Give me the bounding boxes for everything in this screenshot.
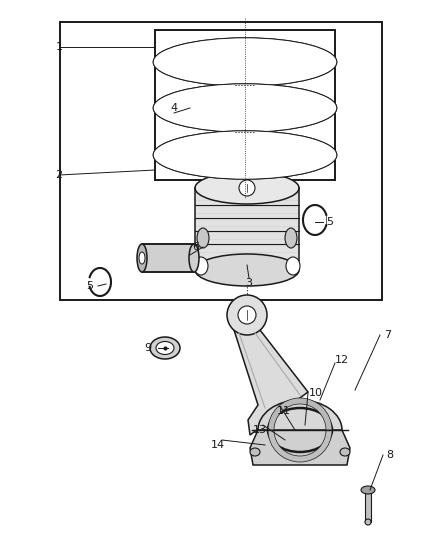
Text: 4: 4 [170, 103, 177, 113]
Ellipse shape [150, 337, 180, 359]
Text: 14: 14 [211, 440, 225, 450]
Text: 8: 8 [386, 450, 394, 460]
Bar [365, 490, 371, 522]
Text: 5: 5 [326, 217, 333, 227]
Bar [195, 188, 299, 270]
Text: 12: 12 [335, 355, 349, 365]
Ellipse shape [189, 244, 199, 272]
Ellipse shape [194, 257, 208, 275]
Text: 6: 6 [192, 242, 199, 252]
Text: 2: 2 [56, 170, 63, 180]
Ellipse shape [250, 448, 260, 456]
Ellipse shape [137, 244, 147, 272]
Bar [142, 244, 194, 272]
Text: 5: 5 [86, 281, 93, 291]
Text: 1: 1 [56, 42, 63, 52]
Circle shape [227, 295, 267, 335]
Ellipse shape [195, 172, 299, 204]
Polygon shape [250, 430, 350, 465]
Ellipse shape [156, 342, 174, 354]
Ellipse shape [153, 38, 337, 86]
Text: 9: 9 [145, 343, 152, 353]
Ellipse shape [340, 448, 350, 456]
Ellipse shape [258, 400, 342, 460]
Bar [155, 30, 335, 180]
Text: 3: 3 [246, 278, 252, 288]
Ellipse shape [361, 486, 375, 494]
Ellipse shape [177, 86, 313, 130]
Wedge shape [268, 430, 332, 462]
Ellipse shape [153, 84, 337, 132]
Ellipse shape [177, 86, 313, 130]
Ellipse shape [286, 257, 300, 275]
Ellipse shape [177, 133, 313, 177]
Ellipse shape [285, 228, 297, 248]
Ellipse shape [365, 519, 371, 525]
Circle shape [239, 180, 255, 196]
Circle shape [238, 306, 256, 324]
Ellipse shape [153, 38, 337, 86]
Ellipse shape [177, 40, 313, 84]
Text: 10: 10 [309, 388, 323, 398]
Text: 13: 13 [253, 425, 267, 435]
Ellipse shape [153, 84, 337, 132]
Wedge shape [268, 398, 332, 430]
Ellipse shape [195, 254, 299, 286]
Text: 11: 11 [277, 406, 291, 416]
Text: 7: 7 [385, 330, 392, 340]
Polygon shape [234, 330, 308, 435]
Ellipse shape [197, 228, 209, 248]
Bar [60, 22, 382, 300]
Ellipse shape [177, 40, 313, 84]
Ellipse shape [153, 131, 337, 179]
Ellipse shape [153, 131, 337, 179]
Ellipse shape [177, 133, 313, 177]
Ellipse shape [139, 252, 145, 264]
